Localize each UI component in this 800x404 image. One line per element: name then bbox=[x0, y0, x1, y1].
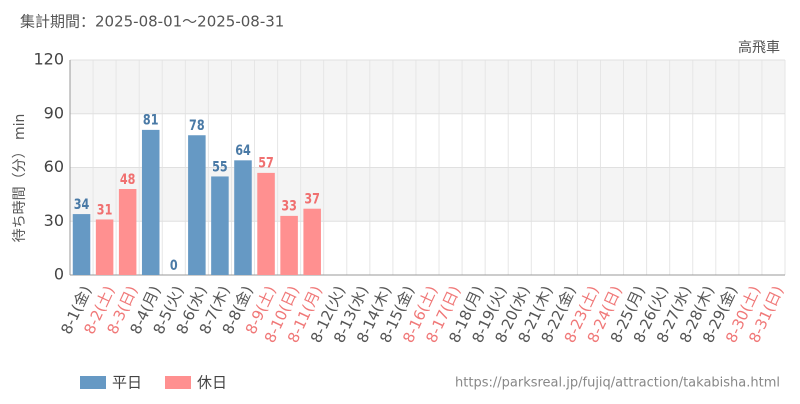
y-tick-label: 30 bbox=[44, 211, 64, 230]
value-label: 81 bbox=[143, 111, 159, 128]
bar bbox=[211, 176, 229, 275]
chart-title: 集計期間：2025-08-01～2025-08-31 bbox=[20, 13, 284, 31]
bar bbox=[118, 189, 137, 275]
value-label: 31 bbox=[97, 201, 113, 218]
legend-swatch bbox=[80, 376, 106, 389]
value-label: 34 bbox=[74, 196, 90, 213]
value-label: 57 bbox=[258, 154, 274, 171]
y-axis-label: 待ち時間（分） min bbox=[12, 114, 28, 243]
bar bbox=[280, 215, 298, 275]
bar bbox=[72, 214, 91, 275]
bar bbox=[234, 160, 252, 275]
bar bbox=[303, 208, 321, 275]
y-tick-label: 60 bbox=[44, 157, 64, 176]
legend-label: 休日 bbox=[197, 374, 227, 392]
y-tick-label: 0 bbox=[54, 265, 64, 284]
legend-label: 平日 bbox=[112, 374, 142, 392]
value-label: 48 bbox=[120, 171, 136, 188]
grid-band bbox=[70, 167, 785, 222]
y-tick-label: 90 bbox=[44, 103, 64, 122]
y-tick-label: 120 bbox=[33, 50, 64, 69]
value-label: 64 bbox=[235, 142, 251, 159]
value-label: 33 bbox=[281, 197, 297, 214]
bar bbox=[95, 219, 114, 275]
value-label: 78 bbox=[189, 117, 205, 134]
bar bbox=[257, 172, 275, 275]
bar bbox=[188, 135, 206, 275]
value-label: 55 bbox=[212, 158, 228, 175]
grid-band bbox=[70, 60, 785, 114]
chart-subtitle: 高飛車 bbox=[738, 39, 780, 56]
value-label: 37 bbox=[304, 190, 320, 207]
legend-swatch bbox=[165, 376, 191, 389]
value-label: 0 bbox=[170, 257, 178, 274]
bar bbox=[141, 129, 160, 275]
source-url: https://parksreal.jp/fujiq/attraction/ta… bbox=[455, 376, 780, 391]
